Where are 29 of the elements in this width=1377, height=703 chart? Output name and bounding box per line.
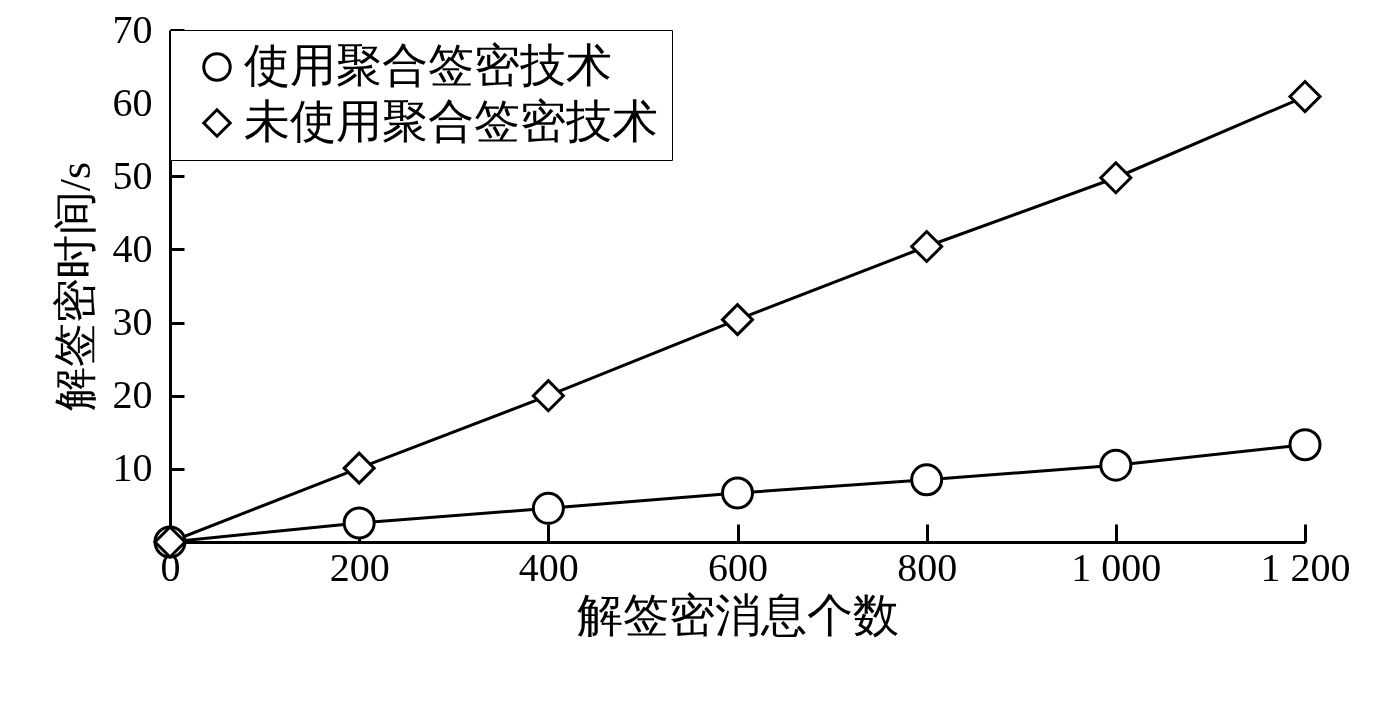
y-tick-label: 50: [112, 152, 153, 198]
x-tick-label: 400: [518, 544, 579, 590]
x-tick-label: 1 200: [1260, 544, 1351, 590]
point: [1099, 161, 1133, 195]
x-tick-label: 800: [897, 544, 958, 590]
point: [721, 303, 754, 337]
x-tick-label: 200: [329, 544, 390, 590]
point: [910, 230, 944, 263]
y-tick-label: 70: [112, 6, 153, 52]
legend-label: 使用聚合签密技术: [244, 40, 612, 91]
point: [1288, 80, 1322, 114]
point: [342, 506, 376, 540]
y-tick-label: 60: [112, 79, 153, 125]
point: [531, 379, 565, 413]
point: [342, 451, 376, 485]
point: [1099, 448, 1133, 482]
y-tick-label: 10: [112, 445, 153, 491]
x-tick-label: 1 000: [1071, 544, 1162, 590]
point: [1288, 428, 1322, 462]
point: [531, 491, 565, 525]
y-tick-label: 30: [112, 299, 153, 345]
x-tick-label: 600: [708, 544, 768, 590]
y-tick-label: 20: [112, 372, 153, 418]
legend-label: 未使用聚合签密技术: [244, 96, 658, 147]
point: [721, 476, 754, 510]
point: [910, 463, 944, 497]
x-axis-title: 解签密消息个数: [577, 589, 899, 641]
y-tick-label: 40: [112, 225, 153, 271]
y-axis-title: 解签密时间/s: [50, 161, 100, 412]
